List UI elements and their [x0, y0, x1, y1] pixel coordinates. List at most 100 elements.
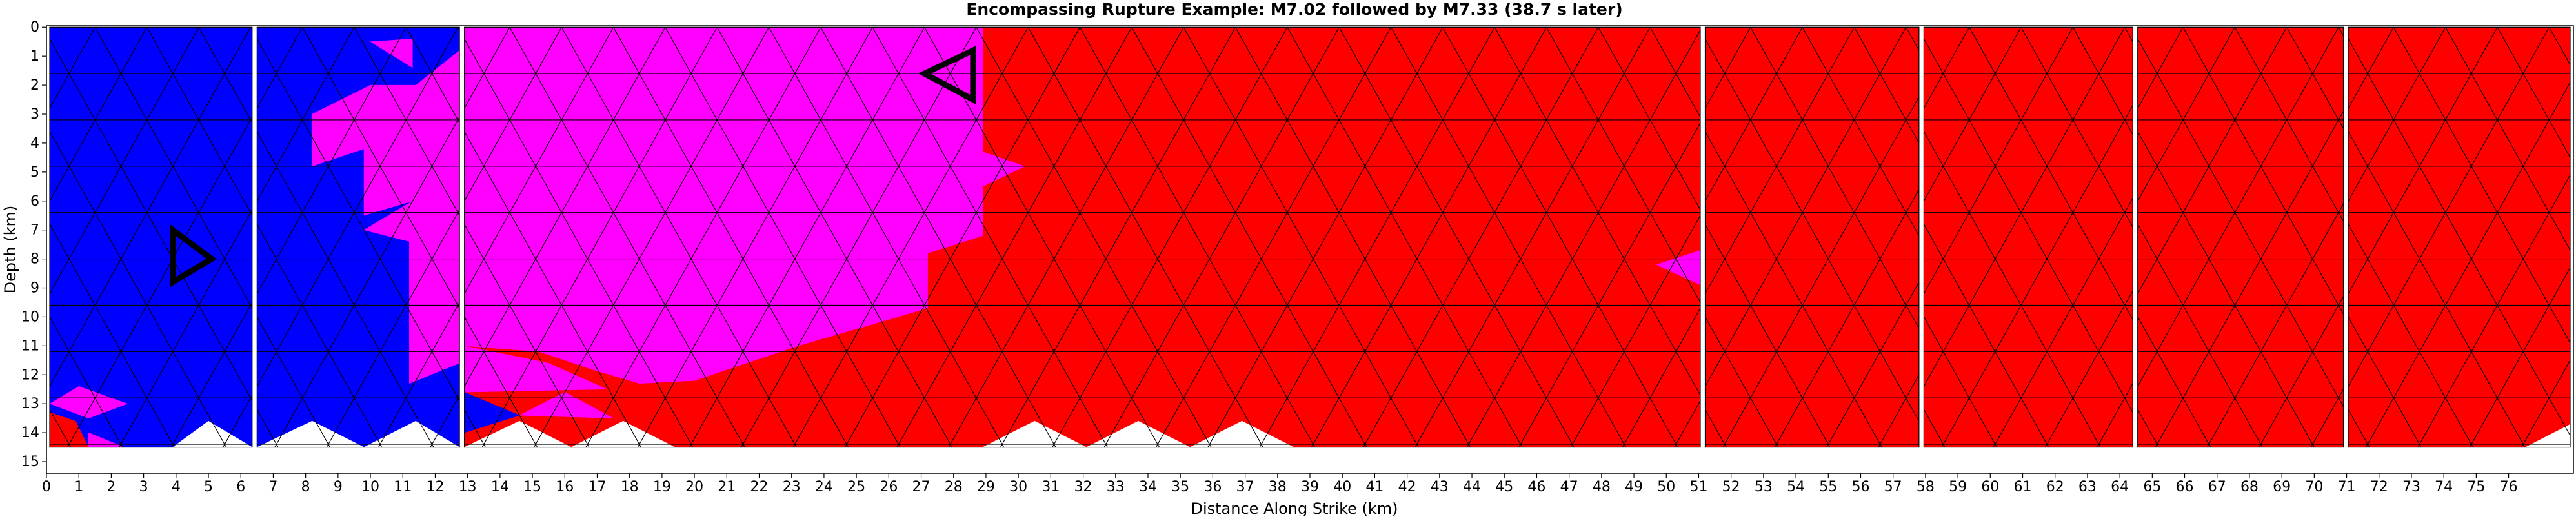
y-tick-label: 1 — [30, 48, 39, 64]
y-tick-label: 3 — [30, 106, 39, 122]
y-tick-label: 14 — [21, 425, 39, 441]
mesh-diagonal — [1941, 104, 2133, 447]
x-tick-label: 39 — [1301, 479, 1319, 495]
mesh-diagonal — [50, 316, 123, 447]
y-tick-label: 10 — [21, 309, 39, 325]
mesh-diagonal — [464, 38, 694, 447]
mesh-diagonal — [257, 27, 303, 110]
x-tick-label: 71 — [2338, 479, 2356, 495]
x-tick-label: 8 — [301, 479, 310, 495]
mesh-diagonal — [534, 27, 770, 447]
x-tick-label: 44 — [1463, 479, 1481, 495]
x-tick-label: 64 — [2111, 479, 2129, 495]
mesh-diagonal — [2445, 27, 2570, 251]
x-tick-label: 38 — [1269, 479, 1287, 495]
x-tick-label: 70 — [2305, 479, 2323, 495]
mesh-diagonal — [2137, 223, 2263, 447]
y-tick-label: 0 — [30, 19, 39, 35]
rupture-region — [2137, 27, 2344, 447]
mesh-diagonal — [464, 27, 562, 202]
mesh-diagonal — [1705, 223, 1831, 447]
mesh-diagonal — [1287, 27, 1523, 447]
rupture-region — [464, 27, 1025, 384]
mesh-diagonal — [1156, 27, 1391, 447]
x-tick-label: 26 — [880, 479, 898, 495]
x-tick-label: 75 — [2467, 479, 2485, 495]
mesh-diagonal — [1705, 27, 1803, 202]
x-tick-label: 66 — [2176, 479, 2194, 495]
mesh-diagonal — [2521, 359, 2570, 447]
mesh-diagonal — [2259, 295, 2344, 447]
y-axis-label: Depth (km) — [1, 206, 19, 294]
x-tick-label: 40 — [1333, 479, 1351, 495]
x-tick-label: 72 — [2370, 479, 2388, 495]
mesh-diagonal — [2348, 27, 2446, 202]
x-tick-label: 43 — [1431, 479, 1449, 495]
mesh-diagonal — [2137, 27, 2288, 295]
mesh-diagonal — [792, 27, 1029, 447]
hypocenter-2-marker — [918, 46, 976, 105]
mesh-diagonal — [2348, 38, 2570, 436]
mesh-diagonal — [1878, 374, 1919, 447]
segment-body — [1705, 27, 1919, 447]
mesh-diagonal — [1027, 27, 1263, 447]
x-tick-label: 31 — [1041, 479, 1060, 495]
mesh-diagonal — [2417, 174, 2570, 447]
x-tick-label: 61 — [2014, 479, 2032, 495]
mesh-diagonal — [1052, 27, 1288, 447]
x-tick-label: 53 — [1755, 479, 1773, 495]
mesh-diagonal — [1649, 27, 1700, 118]
mesh-diagonal — [119, 209, 252, 447]
mesh-diagonal — [1924, 223, 2049, 447]
x-tick-label: 33 — [1107, 479, 1125, 495]
mesh-diagonal — [1993, 197, 2133, 447]
y-tick-label: 4 — [30, 135, 39, 152]
x-tick-label: 14 — [491, 479, 509, 495]
x-tick-label: 65 — [2143, 479, 2161, 495]
fault-segment-1 — [49, 26, 253, 448]
mesh-diagonal — [1774, 188, 1919, 447]
mesh-diagonal — [2348, 27, 2550, 387]
rupture-region — [464, 420, 676, 447]
segment-outline — [1923, 26, 2133, 448]
x-tick-label: 12 — [426, 479, 444, 495]
mesh-diagonal — [1853, 27, 1919, 144]
mesh-diagonal — [820, 27, 1056, 447]
mesh-diagonal — [257, 27, 407, 295]
y-tick-label: 8 — [30, 251, 39, 268]
mesh-diagonal — [1924, 27, 2022, 202]
mesh-diagonal — [1924, 27, 1970, 110]
mesh-diagonal — [464, 27, 510, 110]
hypocenter-1-marker — [170, 224, 217, 288]
mesh-diagonal — [1338, 27, 1575, 447]
mesh-diagonal — [2234, 27, 2344, 222]
mesh-diagonal — [50, 130, 227, 447]
mesh-diagonal — [378, 301, 460, 447]
segment-body — [2137, 27, 2344, 447]
mesh-diagonal — [50, 27, 148, 202]
x-tick-label: 0 — [42, 479, 51, 495]
y-tick-label: 5 — [30, 164, 39, 181]
mesh-diagonal — [509, 27, 745, 447]
mesh-diagonal — [2207, 203, 2344, 447]
x-tick-label: 42 — [1398, 479, 1416, 495]
x-tick-label: 1 — [74, 479, 83, 495]
mesh-diagonal — [257, 223, 383, 447]
mesh-diagonal — [2155, 110, 2344, 447]
x-tick-label: 52 — [1722, 479, 1740, 495]
x-tick-label: 19 — [653, 479, 671, 495]
x-tick-label: 62 — [2046, 479, 2064, 495]
rupture-region — [257, 420, 460, 447]
mesh-diagonal — [1391, 27, 1626, 447]
segment-body — [2348, 27, 2570, 447]
chart-title: Encompassing Rupture Example: M7.02 foll… — [966, 0, 1622, 19]
mesh-diagonal — [741, 27, 977, 447]
mesh-diagonal — [405, 27, 460, 124]
mesh-diagonal — [1363, 27, 1599, 447]
mesh-diagonal — [2045, 289, 2133, 447]
mesh-diagonal — [1924, 38, 2133, 413]
mesh-diagonal — [481, 27, 718, 447]
mesh-diagonal — [2366, 81, 2570, 447]
rupture-region — [88, 432, 125, 447]
